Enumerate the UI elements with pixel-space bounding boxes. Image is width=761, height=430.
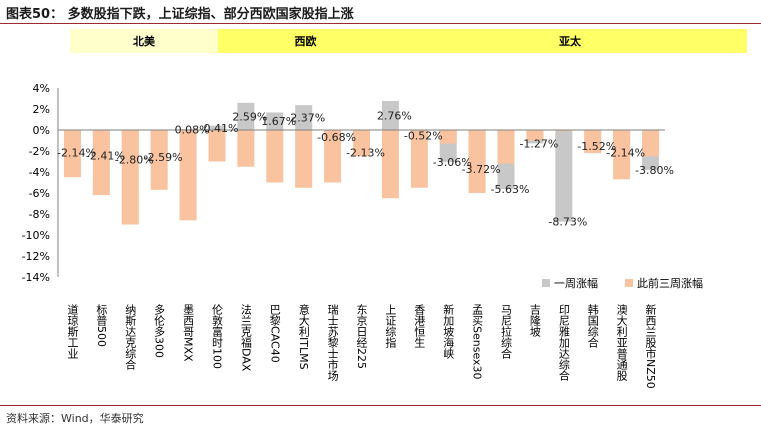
bar-week <box>237 102 255 130</box>
region-asia-pacific: 亚太 <box>393 29 747 53</box>
bar-prior <box>381 130 399 199</box>
source-note: 资料来源：Wind，华泰研究 <box>6 412 144 425</box>
bar-prior <box>121 130 139 225</box>
x-category-label: 多伦多300 <box>153 303 166 358</box>
bar-prior <box>92 130 110 196</box>
x-category-label: 纳斯达克综合 <box>124 304 137 370</box>
data-label: -2.14% <box>57 146 96 159</box>
x-category-label: 上证综指 <box>384 304 397 349</box>
x-category-label: 孟买Sensex30 <box>471 304 484 380</box>
data-label: -2.59% <box>144 151 183 164</box>
data-label: 2.37% <box>290 112 325 125</box>
x-category-label: 标普500 <box>95 303 108 347</box>
data-label: -0.52% <box>404 129 443 142</box>
bar-prior <box>439 130 457 144</box>
bar-prior <box>63 130 81 178</box>
bar-week <box>266 112 284 130</box>
data-label: 0.08% <box>175 124 210 137</box>
legend-swatch-week <box>542 279 550 287</box>
y-tick-label: 0% <box>33 124 50 137</box>
bar-prior <box>468 130 486 193</box>
data-label: -1.52% <box>577 140 616 153</box>
x-category-label: 法兰克福DAX <box>239 303 252 372</box>
x-category-label: 瑞士苏黎士市场 <box>326 303 339 382</box>
x-category-label: 马尼拉综合 <box>500 304 513 359</box>
x-category-label: 巴黎CAC40 <box>268 304 281 363</box>
data-label: -0.68% <box>317 131 356 144</box>
data-label: 2.59% <box>232 110 267 123</box>
x-category-label: 新西兰股市NZ50 <box>644 303 657 389</box>
region-label: 西欧 <box>294 35 317 48</box>
x-category-label: 吉隆坡 <box>528 304 541 338</box>
bar-prior <box>179 130 197 221</box>
x-category-label: 印尼雅加达综合 <box>557 304 570 381</box>
y-tick-label: -10% <box>22 229 50 242</box>
data-label: -3.06% <box>433 156 472 169</box>
data-label: 1.67% <box>261 115 296 128</box>
data-label: -8.73% <box>548 216 587 229</box>
data-label: -1.27% <box>519 137 558 150</box>
bar-prior <box>208 130 226 162</box>
bar-prior <box>497 130 515 164</box>
bar-prior <box>555 130 573 132</box>
data-label: 2.76% <box>377 110 412 123</box>
x-category-label: 韩国综合 <box>586 303 599 348</box>
y-tick-label: 4% <box>33 82 50 95</box>
region-label: 北美 <box>133 35 155 48</box>
region-north-america: 北美 <box>70 29 218 53</box>
footer-rule <box>0 405 761 406</box>
data-label: 0.41% <box>203 122 238 135</box>
bar-prior <box>526 130 544 141</box>
y-tick-label: -6% <box>29 187 50 200</box>
data-label: -2.14% <box>606 146 645 159</box>
x-category-label: 道琼斯工业 <box>66 303 79 359</box>
y-tick-label: -2% <box>29 145 50 158</box>
title-rule <box>0 23 761 24</box>
x-category-label: 澳大利亚普通股 <box>615 304 628 382</box>
data-label: -2.80% <box>115 153 154 166</box>
x-category-label: 新加坡海峡 <box>442 303 455 359</box>
x-category-label: 墨西哥MXX <box>182 304 195 362</box>
bar-prior <box>150 130 168 190</box>
region-west-europe: 西欧 <box>218 29 393 53</box>
chart-title: 图表50： 多数股指下跌，上证综指、部分西欧国家股指上涨 <box>6 7 354 22</box>
bar-prior <box>353 130 370 157</box>
data-label: -2.13% <box>346 146 385 159</box>
bar-prior <box>410 130 428 188</box>
bar-prior <box>324 130 342 183</box>
data-label: -2.41% <box>86 149 125 162</box>
bar-prior <box>642 130 660 157</box>
y-tick-label: 2% <box>33 103 50 116</box>
y-tick-label: -4% <box>29 166 50 179</box>
legend-label-week: 一周涨幅 <box>554 277 598 290</box>
y-tick-label: -12% <box>22 250 50 263</box>
region-label: 亚太 <box>559 35 581 48</box>
bar-week <box>555 130 573 222</box>
y-tick-label: -8% <box>29 208 50 221</box>
data-label: -3.80% <box>635 164 674 177</box>
bar-week <box>208 125 226 130</box>
bar-week <box>295 105 313 130</box>
bar-prior <box>237 130 255 167</box>
bar-week <box>381 101 399 130</box>
bar-prior <box>613 130 631 180</box>
bar-prior <box>266 130 284 183</box>
data-label: -3.72% <box>462 163 501 176</box>
y-tick-label: -14% <box>22 271 50 284</box>
legend-swatch-prior <box>625 279 633 287</box>
bar-prior <box>584 130 602 154</box>
bar-prior <box>295 130 313 188</box>
legend-label-prior: 此前三周涨幅 <box>637 276 703 290</box>
x-category-label: 香港恒生 <box>413 304 426 348</box>
x-category-label: 意大利ITLMS <box>297 303 310 370</box>
data-label: -5.63% <box>491 183 530 196</box>
x-category-label: 东京日经225 <box>355 304 368 369</box>
x-category-label: 伦敦富时100 <box>210 303 223 369</box>
